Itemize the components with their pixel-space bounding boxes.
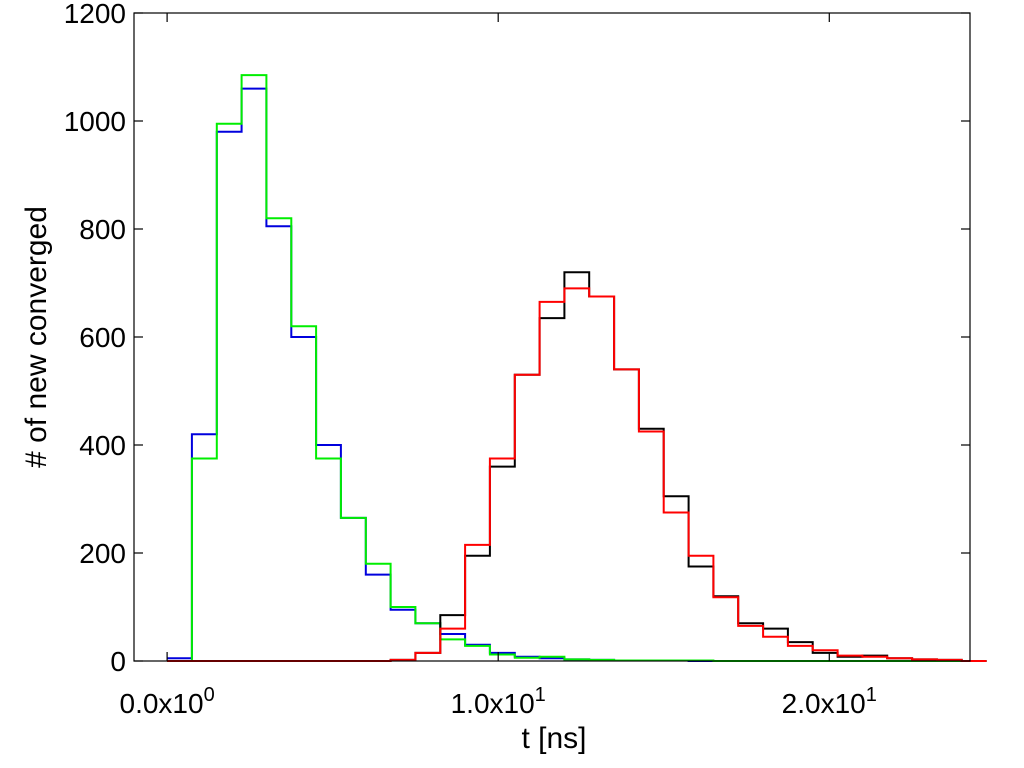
x-tick-exponent: 1	[866, 684, 877, 706]
series-line-4	[167, 287, 987, 662]
x-tick-label: 2.0x101	[782, 684, 877, 719]
y-tick-label: 200	[79, 538, 126, 569]
y-tick-label: 800	[79, 214, 126, 245]
x-tick-base: 2.0x10	[782, 688, 866, 719]
y-axis-label: # of new converged	[20, 206, 53, 468]
y-tick-label: 1200	[64, 0, 126, 29]
y-tick-label: 400	[79, 430, 126, 461]
x-tick-exponent: 0	[204, 684, 215, 706]
x-tick-base: 0.0x10	[120, 688, 204, 719]
y-tick-label: 0	[110, 646, 126, 677]
x-tick-label: 0.0x100	[120, 684, 215, 719]
plot-frame	[133, 12, 971, 662]
x-tick-label: 1.0x101	[451, 684, 546, 719]
series-line-1	[167, 87, 987, 662]
y-tick-label: 1000	[64, 106, 126, 137]
x-tick-base: 1.0x10	[451, 688, 535, 719]
series-line-2	[167, 74, 987, 662]
series-line-3	[167, 271, 987, 662]
y-tick-label: 600	[79, 322, 126, 353]
x-tick-exponent: 1	[535, 684, 546, 706]
series-layer	[167, 74, 987, 662]
x-axis-label: t [ns]	[521, 722, 586, 755]
ticks-layer	[134, 12, 970, 662]
